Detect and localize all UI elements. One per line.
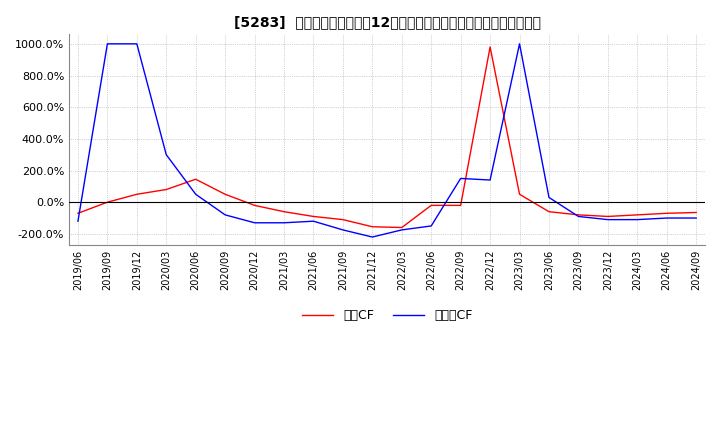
フリーCF: [486, 177, 495, 183]
フリーCF: [279, 220, 288, 225]
営業CF: [309, 214, 318, 219]
フリーCF: [73, 219, 82, 224]
営業CF: [486, 44, 495, 50]
Title: [5283]  キャッシュフローの12か月移動合計の対前年同期増減率の推移: [5283] キャッシュフローの12か月移動合計の対前年同期増減率の推移: [233, 15, 541, 29]
フリーCF: [603, 217, 612, 222]
フリーCF: [103, 41, 112, 47]
営業CF: [251, 203, 259, 208]
営業CF: [73, 211, 82, 216]
営業CF: [692, 210, 701, 215]
営業CF: [456, 203, 465, 208]
営業CF: [662, 211, 671, 216]
フリーCF: [221, 212, 230, 217]
営業CF: [279, 209, 288, 214]
フリーCF: [633, 217, 642, 222]
フリーCF: [397, 227, 406, 233]
フリーCF: [162, 152, 171, 158]
営業CF: [397, 225, 406, 230]
フリーCF: [574, 214, 582, 219]
フリーCF: [456, 176, 465, 181]
フリーCF: [544, 195, 553, 200]
営業CF: [574, 212, 582, 217]
フリーCF: [516, 41, 524, 47]
営業CF: [221, 192, 230, 197]
営業CF: [633, 212, 642, 217]
営業CF: [544, 209, 553, 214]
フリーCF: [368, 235, 377, 240]
Line: フリーCF: フリーCF: [78, 44, 696, 237]
営業CF: [192, 176, 200, 182]
フリーCF: [338, 227, 347, 233]
営業CF: [103, 200, 112, 205]
フリーCF: [251, 220, 259, 225]
フリーCF: [192, 192, 200, 197]
Line: 営業CF: 営業CF: [78, 47, 696, 227]
営業CF: [338, 217, 347, 222]
フリーCF: [662, 216, 671, 221]
営業CF: [427, 203, 436, 208]
営業CF: [132, 192, 141, 197]
Legend: 営業CF, フリーCF: 営業CF, フリーCF: [297, 304, 477, 327]
フリーCF: [309, 219, 318, 224]
フリーCF: [692, 216, 701, 221]
フリーCF: [427, 224, 436, 229]
フリーCF: [132, 41, 141, 47]
営業CF: [603, 214, 612, 219]
営業CF: [368, 224, 377, 229]
営業CF: [162, 187, 171, 192]
営業CF: [516, 192, 524, 197]
